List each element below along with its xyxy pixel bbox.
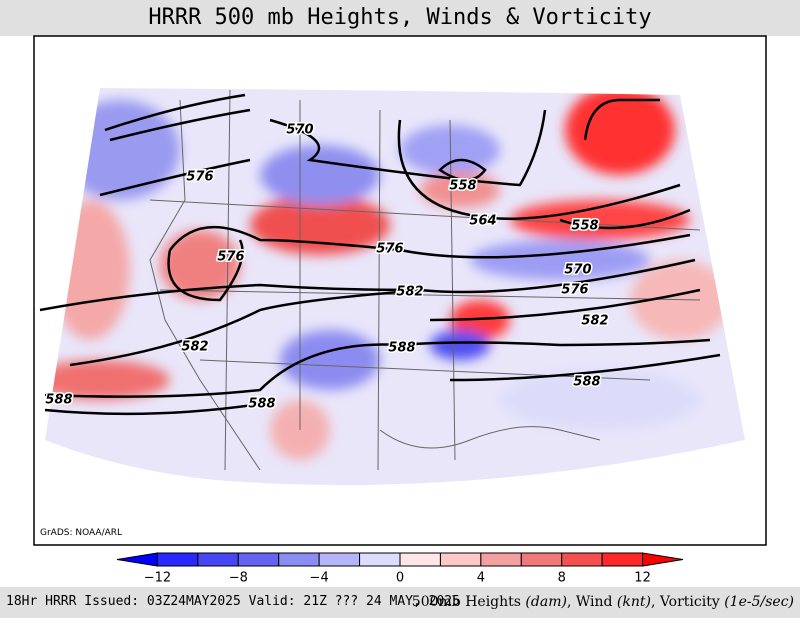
unit: (knt) bbox=[616, 594, 651, 610]
title: HRRR 500 mb Heights, Winds & Vorticity bbox=[148, 5, 651, 30]
contour-label: 570 bbox=[564, 263, 591, 278]
height-contours bbox=[39, 93, 721, 416]
contour-label: 564 bbox=[469, 214, 496, 229]
colorbar-cell bbox=[561, 552, 603, 567]
footer-right: 500mb Heights (dam), Wind (knt), Vortici… bbox=[412, 594, 794, 610]
contour-label: 588 bbox=[45, 393, 72, 408]
colorbar-label: −4 bbox=[310, 571, 329, 586]
legend-text: , Wind bbox=[566, 594, 617, 610]
colorbar-cell bbox=[318, 552, 361, 567]
colorbar-cell bbox=[278, 552, 320, 567]
page: HRRR 500 mb Heights, Winds & Vorticity bbox=[0, 0, 800, 618]
contour-label: 558 bbox=[449, 179, 476, 194]
colorbar-cell bbox=[116, 552, 158, 567]
unit: (1e-5/sec) bbox=[724, 594, 794, 610]
contour-label: 576 bbox=[376, 242, 403, 257]
colorbar-cell bbox=[237, 552, 280, 567]
contour-label: 576 bbox=[186, 170, 213, 185]
credit: GrADS: NOAA/ARL bbox=[40, 528, 122, 538]
unit: (dam) bbox=[525, 594, 567, 610]
colorbar-label: 12 bbox=[634, 571, 651, 586]
footer-left: 18Hr HRRR Issued: 03Z24MAY2025 Valid: 21… bbox=[6, 594, 460, 609]
contour-label: 588 bbox=[248, 397, 275, 412]
contour-label: 582 bbox=[396, 285, 423, 300]
boundaries bbox=[149, 89, 701, 471]
contour-label: 588 bbox=[388, 341, 415, 356]
colorbar-label: 8 bbox=[558, 571, 566, 586]
contour-label: 576 bbox=[217, 250, 244, 265]
contour-labels: 570 576 558 564 558 576 576 570 576 582 582 582 588 5… bbox=[44, 121, 610, 413]
colorbar-cell bbox=[601, 552, 644, 567]
colorbar-cell bbox=[642, 552, 684, 567]
contour-label: 588 bbox=[573, 375, 600, 390]
contour-label: 570 bbox=[286, 123, 313, 138]
colorbar-label: 4 bbox=[477, 571, 485, 586]
colorbar-label: 0 bbox=[396, 571, 404, 586]
colorbar-cell bbox=[439, 552, 482, 567]
colorbar-cell bbox=[480, 552, 522, 567]
colorbar-cell bbox=[520, 552, 563, 567]
colorbar-cell bbox=[399, 552, 441, 567]
footer: 18Hr HRRR Issued: 03Z24MAY2025 Valid: 21… bbox=[0, 587, 800, 618]
contour-label: 582 bbox=[181, 340, 208, 355]
colorbar-cell bbox=[359, 552, 401, 567]
colorbar-label: −12 bbox=[144, 571, 171, 586]
legend-text: 500mb Heights bbox=[411, 594, 526, 610]
contour-label: 576 bbox=[561, 283, 588, 298]
map-figure: HRRR 500 mb Heights, Winds & Vorticity bbox=[0, 0, 800, 586]
contour-label: 558 bbox=[571, 219, 598, 234]
legend-text: , Vorticity bbox=[650, 594, 725, 610]
colorbar-cell bbox=[197, 552, 239, 567]
contour-label: 582 bbox=[581, 314, 608, 329]
colorbar: −12 −8 −4 0 4 8 12 bbox=[116, 552, 684, 586]
colorbar-label: −8 bbox=[229, 571, 248, 586]
title-bar bbox=[0, 0, 800, 36]
colorbar-cell bbox=[156, 552, 199, 567]
